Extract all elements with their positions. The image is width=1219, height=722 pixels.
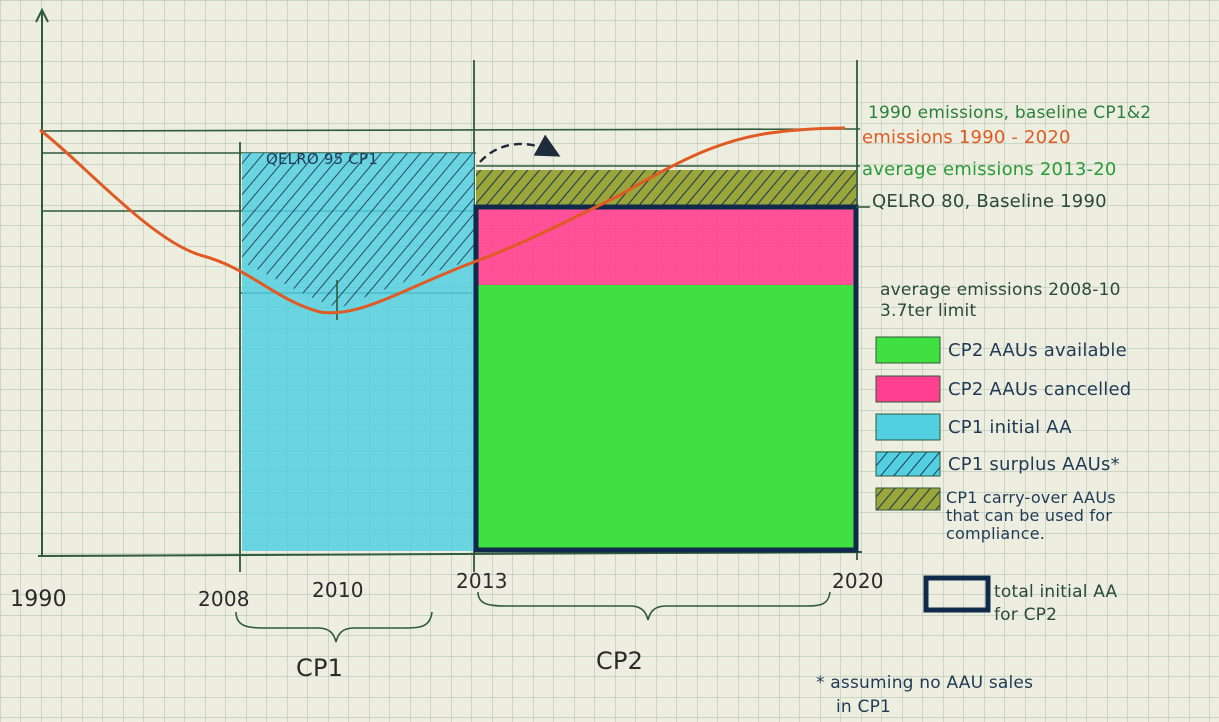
cp1-period-label: CP1 [296,654,343,682]
qelro95-label: QELRO 95 CP1 [266,150,378,168]
cp1-brace [235,611,433,643]
emissions-1990-2020-label: emissions 1990 - 2020 [862,127,1071,148]
total-initial-aa-swatch [923,575,991,613]
legend-swatch-cp2-cancelled [875,375,941,403]
cp2-aaus-cancelled-block [476,207,856,285]
legend-label-cp2-cancelled: CP2 AAUs cancelled [948,379,1131,400]
legend-swatch-carryover [875,487,941,511]
legend-swatch-cp1-surplus [876,452,940,476]
cp1-surplus-hatch [242,153,474,308]
x-axis [37,551,863,557]
carryover-arrow [479,134,561,163]
footnote-line-2: in CP1 [836,697,891,717]
legend-label-cp2-available: CP2 AAUs available [948,340,1127,361]
cp2-period-label: CP2 [596,647,643,675]
legend-swatch-cp2-available [875,336,941,364]
cp2-aaus-available-block [476,284,856,550]
baseline-1990-line [41,128,861,132]
total-initial-aa-label-1: total initial AA [994,582,1118,602]
footnote-line-1: * assuming no AAU sales [816,673,1033,693]
x-label-2010: 2010 [312,578,364,602]
emissions-curve [39,126,846,315]
y-axis-arrow [35,7,49,23]
x-label-2008: 2008 [198,587,250,611]
x-label-2013: 2013 [456,569,508,593]
x-label-1990: 1990 [10,587,67,612]
legend: CP2 AAUs available CP2 AAUs cancelled CP… [875,336,1131,543]
legend-swatch-cp1-initial [875,413,941,441]
avg-2008-10-label: average emissions 2008-10 [880,280,1121,300]
legend-label-carryover-2: that can be used for [946,506,1112,525]
legend-label-cp1-initial: CP1 initial AA [948,417,1072,438]
cp1-carryover-block [476,170,856,208]
total-initial-aa-label-2: for CP2 [994,605,1057,625]
cp2-brace [477,591,831,621]
ter-limit-label: 3.7ter limit [880,301,976,321]
legend-label-carryover-3: compliance. [946,524,1045,543]
cp2-total-initial-aa-outline [473,204,859,553]
baseline-1990-label: 1990 emissions, baseline CP1&2 [868,103,1151,123]
avg-2013-20-label: average emissions 2013-20 [862,159,1117,180]
legend-label-cp1-surplus: CP1 surplus AAUs* [948,454,1120,475]
qelro80-label: QELRO 80, Baseline 1990 [872,191,1107,212]
x-label-2020: 2020 [832,569,884,593]
legend-label-carryover-1: CP1 carry-over AAUs [946,488,1116,507]
